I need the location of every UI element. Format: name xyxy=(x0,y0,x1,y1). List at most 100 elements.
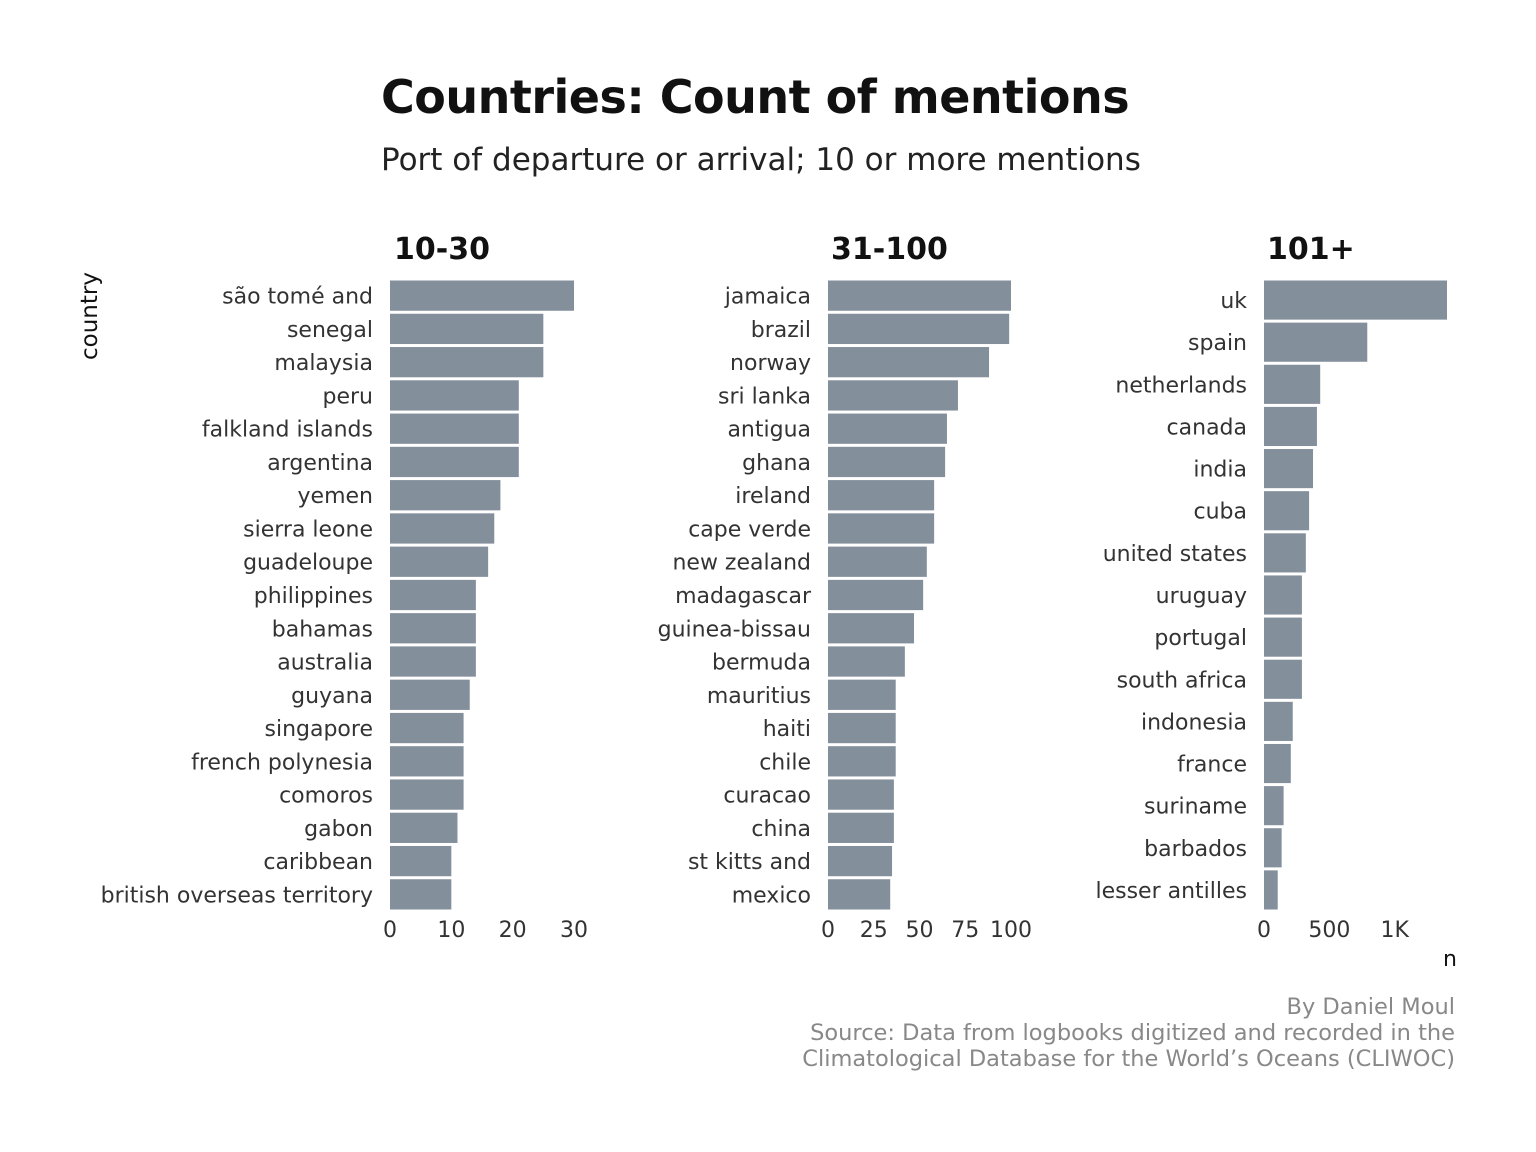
x-tick-label: 30 xyxy=(560,918,588,943)
bar xyxy=(828,380,958,411)
bar xyxy=(1264,701,1293,741)
category-label: south africa xyxy=(1117,668,1247,693)
category-label: uk xyxy=(1220,289,1247,314)
bar xyxy=(1264,786,1284,826)
category-label: chile xyxy=(759,750,811,775)
category-label: suriname xyxy=(1144,795,1247,820)
bar xyxy=(828,313,1010,345)
caption-source-line-1: Source: Data from logbooks digitized and… xyxy=(810,1020,1455,1046)
category-label: cuba xyxy=(1194,500,1248,525)
category-label: são tomé and xyxy=(222,285,373,310)
category-label: guyana xyxy=(291,684,373,709)
bar xyxy=(828,413,947,444)
x-tick-label: 75 xyxy=(951,918,979,943)
category-label: falkland islands xyxy=(202,418,373,443)
bar xyxy=(390,746,464,777)
x-tick-label: 0 xyxy=(821,918,835,943)
category-label: malaysia xyxy=(274,351,373,376)
category-label: yemen xyxy=(298,484,373,509)
x-tick-label: 500 xyxy=(1308,918,1350,943)
category-label: australia xyxy=(277,651,373,676)
category-label: argentina xyxy=(267,451,373,476)
category-label: french polynesia xyxy=(191,750,373,775)
caption-author: By Daniel Moul xyxy=(1286,994,1455,1020)
category-label: china xyxy=(751,817,811,842)
bar xyxy=(390,845,452,877)
bar xyxy=(828,646,905,677)
category-label: bermuda xyxy=(712,651,811,676)
category-label: british overseas territory xyxy=(101,883,373,908)
category-label: spain xyxy=(1188,331,1247,356)
category-label: jamaica xyxy=(724,285,811,310)
bar xyxy=(390,646,476,677)
bar xyxy=(390,879,452,910)
category-label: philippines xyxy=(254,584,373,609)
x-tick-label: 0 xyxy=(383,918,397,943)
category-label: antigua xyxy=(727,418,811,443)
category-label: sri lanka xyxy=(718,384,811,409)
bar xyxy=(828,812,894,843)
category-label: mauritius xyxy=(707,684,811,709)
bar xyxy=(1264,322,1368,362)
bar xyxy=(390,679,470,710)
bar xyxy=(828,579,924,611)
category-label: madagascar xyxy=(675,584,812,609)
category-label: bahamas xyxy=(272,617,373,642)
bar xyxy=(828,746,896,777)
x-tick-label: 0 xyxy=(1257,918,1271,943)
chart-subtitle: Port of departure or arrival; 10 or more… xyxy=(381,142,1141,178)
category-label: sierra leone xyxy=(243,517,373,542)
category-label: ghana xyxy=(742,451,811,476)
x-tick-label: 100 xyxy=(990,918,1032,943)
bar xyxy=(1264,870,1278,910)
bar xyxy=(390,812,458,843)
category-label: guadeloupe xyxy=(243,551,373,576)
category-label: united states xyxy=(1103,542,1247,567)
category-label: brazil xyxy=(751,318,811,343)
bar xyxy=(1264,617,1302,657)
category-label: india xyxy=(1193,458,1247,483)
chart-title: Countries: Count of mentions xyxy=(381,70,1130,124)
bar xyxy=(1264,406,1317,447)
caption-source-line-2: Climatological Database for the World’s … xyxy=(802,1046,1455,1072)
bar xyxy=(828,546,927,577)
bar xyxy=(1264,533,1306,573)
x-axis-label: n xyxy=(1443,947,1457,972)
category-label: canada xyxy=(1167,415,1247,440)
bar xyxy=(390,480,501,511)
bar xyxy=(1264,828,1282,868)
panel-title-2: 31-100 xyxy=(831,232,948,267)
bar xyxy=(390,779,464,810)
bar xyxy=(828,480,935,511)
x-tick-label: 20 xyxy=(499,918,527,943)
bar xyxy=(1264,280,1447,320)
bar xyxy=(828,280,1011,311)
category-label: cape verde xyxy=(688,517,811,542)
bar xyxy=(390,280,574,311)
panel-title-1: 10-30 xyxy=(394,232,490,267)
bar xyxy=(390,546,489,577)
category-label: gabon xyxy=(304,817,373,842)
category-label: indonesia xyxy=(1141,710,1247,735)
category-label: portugal xyxy=(1154,626,1247,651)
category-label: curacao xyxy=(723,784,811,809)
bar xyxy=(390,712,464,744)
category-label: haiti xyxy=(763,717,811,742)
x-tick-label: 50 xyxy=(906,918,934,943)
category-label: barbados xyxy=(1144,837,1247,862)
bar xyxy=(1264,743,1291,784)
category-label: comoros xyxy=(279,784,373,809)
category-label: new zealand xyxy=(672,551,811,576)
bar xyxy=(390,579,476,611)
bar xyxy=(390,513,495,544)
category-label: norway xyxy=(730,351,811,376)
bar xyxy=(1264,491,1310,531)
category-label: netherlands xyxy=(1115,373,1247,398)
bar xyxy=(390,413,519,444)
category-label: lesser antilles xyxy=(1095,879,1247,904)
bar xyxy=(390,313,544,345)
category-label: guinea-bissau xyxy=(658,617,811,642)
panel-title-3: 101+ xyxy=(1267,232,1355,267)
bar xyxy=(390,613,476,644)
